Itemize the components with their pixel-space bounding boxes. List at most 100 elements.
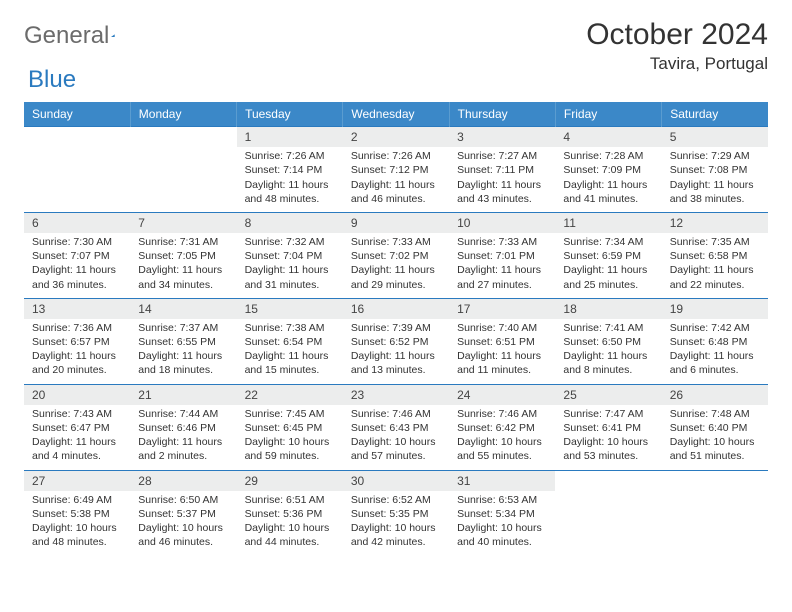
day-content-cell: Sunrise: 7:40 AMSunset: 6:51 PMDaylight:… — [449, 319, 555, 384]
day-number: 28 — [138, 474, 151, 488]
daylight-text: Daylight: 10 hours and 44 minutes. — [245, 521, 335, 549]
weekday-header: Tuesday — [237, 102, 343, 127]
sunrise-text: Sunrise: 7:38 AM — [245, 321, 335, 335]
day-content-cell: Sunrise: 7:31 AMSunset: 7:05 PMDaylight:… — [130, 233, 236, 298]
weekday-header: Friday — [555, 102, 661, 127]
sunrise-text: Sunrise: 7:31 AM — [138, 235, 228, 249]
day-content-cell: Sunrise: 7:26 AMSunset: 7:12 PMDaylight:… — [343, 147, 449, 212]
sunset-text: Sunset: 7:11 PM — [457, 163, 547, 177]
day-number-cell: 8 — [237, 212, 343, 233]
sunset-text: Sunset: 6:58 PM — [670, 249, 760, 263]
sunrise-text: Sunrise: 7:41 AM — [563, 321, 653, 335]
day-content-cell: Sunrise: 7:48 AMSunset: 6:40 PMDaylight:… — [662, 405, 768, 470]
sunrise-text: Sunrise: 7:28 AM — [563, 149, 653, 163]
daylight-text: Daylight: 11 hours and 11 minutes. — [457, 349, 547, 377]
sunset-text: Sunset: 6:48 PM — [670, 335, 760, 349]
weekday-header: Saturday — [662, 102, 768, 127]
content-row: Sunrise: 6:49 AMSunset: 5:38 PMDaylight:… — [24, 491, 768, 556]
day-content-cell — [130, 147, 236, 212]
day-number: 8 — [245, 216, 252, 230]
sunset-text: Sunset: 7:05 PM — [138, 249, 228, 263]
daylight-text: Daylight: 11 hours and 43 minutes. — [457, 178, 547, 206]
sunset-text: Sunset: 6:47 PM — [32, 421, 122, 435]
day-number: 9 — [351, 216, 358, 230]
day-number: 23 — [351, 388, 364, 402]
sunset-text: Sunset: 6:46 PM — [138, 421, 228, 435]
sunrise-text: Sunrise: 7:36 AM — [32, 321, 122, 335]
day-number-cell: 26 — [662, 384, 768, 405]
day-number: 3 — [457, 130, 464, 144]
day-content-cell: Sunrise: 7:36 AMSunset: 6:57 PMDaylight:… — [24, 319, 130, 384]
day-number: 7 — [138, 216, 145, 230]
sunrise-text: Sunrise: 7:45 AM — [245, 407, 335, 421]
day-content-cell: Sunrise: 7:33 AMSunset: 7:02 PMDaylight:… — [343, 233, 449, 298]
day-content-cell: Sunrise: 6:52 AMSunset: 5:35 PMDaylight:… — [343, 491, 449, 556]
sunset-text: Sunset: 6:59 PM — [563, 249, 653, 263]
day-content-cell: Sunrise: 7:45 AMSunset: 6:45 PMDaylight:… — [237, 405, 343, 470]
daylight-text: Daylight: 11 hours and 27 minutes. — [457, 263, 547, 291]
calendar-table: Sunday Monday Tuesday Wednesday Thursday… — [24, 102, 768, 555]
sunset-text: Sunset: 6:41 PM — [563, 421, 653, 435]
day-number: 13 — [32, 302, 45, 316]
sunrise-text: Sunrise: 6:49 AM — [32, 493, 122, 507]
day-number-cell: 7 — [130, 212, 236, 233]
content-row: Sunrise: 7:30 AMSunset: 7:07 PMDaylight:… — [24, 233, 768, 298]
sunrise-text: Sunrise: 7:32 AM — [245, 235, 335, 249]
daylight-text: Daylight: 10 hours and 59 minutes. — [245, 435, 335, 463]
sunrise-text: Sunrise: 6:53 AM — [457, 493, 547, 507]
sunrise-text: Sunrise: 6:50 AM — [138, 493, 228, 507]
day-content-cell: Sunrise: 7:37 AMSunset: 6:55 PMDaylight:… — [130, 319, 236, 384]
sunset-text: Sunset: 7:01 PM — [457, 249, 547, 263]
day-number: 14 — [138, 302, 151, 316]
day-number-cell: 24 — [449, 384, 555, 405]
location: Tavira, Portugal — [586, 54, 768, 74]
day-number: 25 — [563, 388, 576, 402]
sunset-text: Sunset: 5:37 PM — [138, 507, 228, 521]
day-number: 6 — [32, 216, 39, 230]
sunrise-text: Sunrise: 7:43 AM — [32, 407, 122, 421]
day-number-cell: 14 — [130, 298, 236, 319]
sunset-text: Sunset: 6:54 PM — [245, 335, 335, 349]
sunrise-text: Sunrise: 6:51 AM — [245, 493, 335, 507]
sunset-text: Sunset: 7:04 PM — [245, 249, 335, 263]
day-number-cell: 10 — [449, 212, 555, 233]
daynum-row: 12345 — [24, 127, 768, 148]
day-number: 29 — [245, 474, 258, 488]
sunset-text: Sunset: 6:57 PM — [32, 335, 122, 349]
day-number-cell: 4 — [555, 127, 661, 148]
daylight-text: Daylight: 11 hours and 36 minutes. — [32, 263, 122, 291]
day-content-cell: Sunrise: 7:27 AMSunset: 7:11 PMDaylight:… — [449, 147, 555, 212]
day-number-cell: 28 — [130, 470, 236, 491]
day-number-cell: 3 — [449, 127, 555, 148]
sunset-text: Sunset: 6:55 PM — [138, 335, 228, 349]
sunset-text: Sunset: 6:42 PM — [457, 421, 547, 435]
day-number: 16 — [351, 302, 364, 316]
day-number-cell: 15 — [237, 298, 343, 319]
day-number: 27 — [32, 474, 45, 488]
weekday-header: Thursday — [449, 102, 555, 127]
sunrise-text: Sunrise: 6:52 AM — [351, 493, 441, 507]
day-number-cell: 18 — [555, 298, 661, 319]
day-content-cell — [24, 147, 130, 212]
day-number: 21 — [138, 388, 151, 402]
day-content-cell: Sunrise: 6:51 AMSunset: 5:36 PMDaylight:… — [237, 491, 343, 556]
sunrise-text: Sunrise: 7:46 AM — [351, 407, 441, 421]
daylight-text: Daylight: 11 hours and 38 minutes. — [670, 178, 760, 206]
day-number-cell: 1 — [237, 127, 343, 148]
day-content-cell — [555, 491, 661, 556]
day-number: 17 — [457, 302, 470, 316]
sunrise-text: Sunrise: 7:27 AM — [457, 149, 547, 163]
day-content-cell: Sunrise: 7:47 AMSunset: 6:41 PMDaylight:… — [555, 405, 661, 470]
sunset-text: Sunset: 7:02 PM — [351, 249, 441, 263]
title-block: October 2024 Tavira, Portugal — [586, 18, 768, 74]
day-number-cell: 17 — [449, 298, 555, 319]
day-number-cell: 23 — [343, 384, 449, 405]
logo-text-general: General — [24, 22, 109, 50]
sunrise-text: Sunrise: 7:47 AM — [563, 407, 653, 421]
day-number-cell: 6 — [24, 212, 130, 233]
sunrise-text: Sunrise: 7:40 AM — [457, 321, 547, 335]
day-number: 31 — [457, 474, 470, 488]
day-number-cell: 20 — [24, 384, 130, 405]
day-number-cell: 27 — [24, 470, 130, 491]
day-number: 1 — [245, 130, 252, 144]
